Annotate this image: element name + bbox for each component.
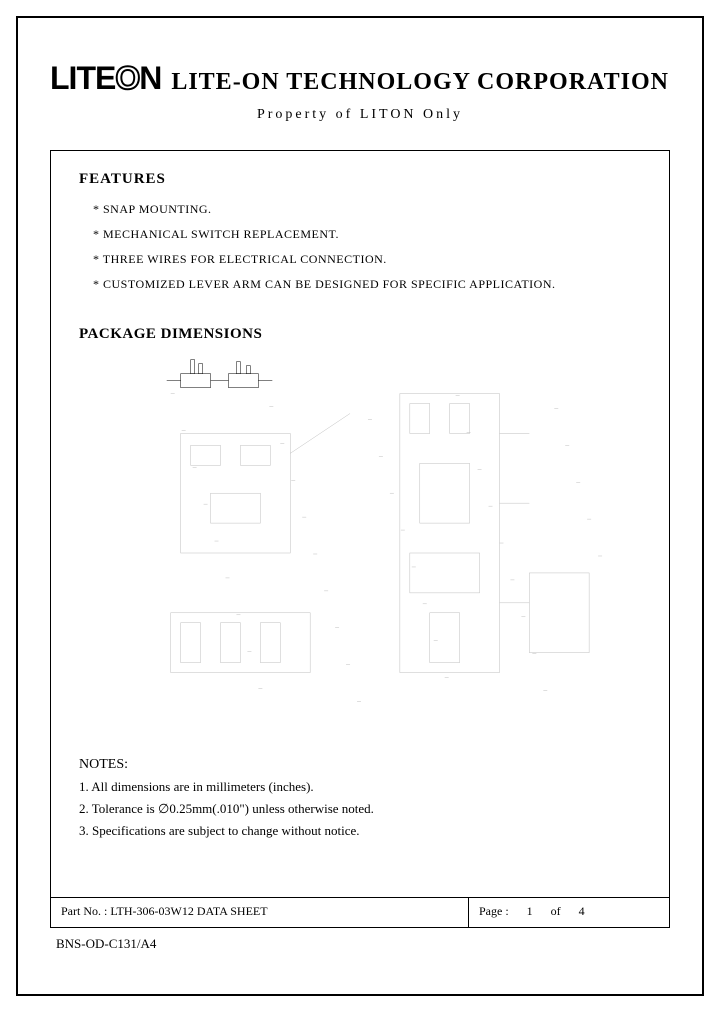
notes-heading: NOTES: [79, 757, 641, 773]
content-box: FEATURES * SNAP MOUNTING. * MECHANICAL S… [50, 150, 670, 928]
footer-page: Page : 1 of 4 [469, 898, 669, 927]
feature-item: * MECHANICAL SWITCH REPLACEMENT. [93, 227, 641, 242]
footer-row: Part No. : LTH-306-03W12 DATA SHEET Page… [51, 897, 669, 927]
package-heading: PACKAGE DIMENSIONS [79, 326, 669, 343]
package-diagram [91, 353, 629, 753]
logo-part-3: N [139, 60, 161, 96]
property-subtitle: Property of LITON Only [50, 107, 670, 123]
header: LITEON LITE-ON TECHNOLOGY CORPORATION Pr… [50, 60, 670, 123]
diagram-svg [91, 353, 629, 753]
page-current: 1 [527, 904, 533, 921]
company-name: LITE-ON TECHNOLOGY CORPORATION [171, 69, 669, 96]
page-of: of [551, 904, 561, 921]
features-heading: FEATURES [79, 171, 641, 188]
feature-item: * CUSTOMIZED LEVER ARM CAN BE DESIGNED F… [93, 277, 641, 292]
logo-part-1: LITE [50, 60, 115, 96]
note-item: 2. Tolerance is ∅0.25mm(.010") unless ot… [79, 801, 641, 817]
document-code: BNS-OD-C131/A4 [56, 936, 156, 952]
note-item: 3. Specifications are subject to change … [79, 823, 641, 839]
page-label: Page : [479, 904, 509, 921]
features-section: FEATURES * SNAP MOUNTING. * MECHANICAL S… [51, 151, 669, 308]
note-item: 1. All dimensions are in millimeters (in… [79, 779, 641, 795]
feature-item: * THREE WIRES FOR ELECTRICAL CONNECTION. [93, 252, 641, 267]
logo-row: LITEON LITE-ON TECHNOLOGY CORPORATION [50, 60, 670, 97]
logo-part-2: O [115, 60, 139, 96]
footer-part-no: Part No. : LTH-306-03W12 DATA SHEET [51, 898, 469, 927]
notes-section: NOTES: 1. All dimensions are in millimet… [51, 757, 669, 857]
page-total: 4 [579, 904, 585, 921]
liteon-logo: LITEON [50, 60, 161, 97]
feature-item: * SNAP MOUNTING. [93, 202, 641, 217]
